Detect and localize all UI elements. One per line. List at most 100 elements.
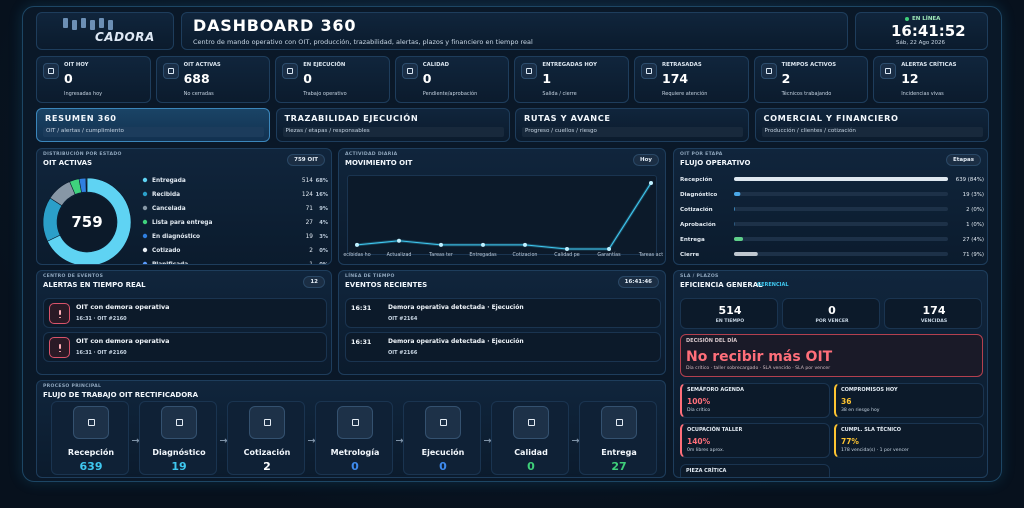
sla-card-value: 77%: [841, 437, 859, 446]
kpi-icon-glyph: [885, 68, 892, 74]
bar: [734, 207, 735, 211]
alert-item: OIT con demora operativa 16:31 · OIT #216…: [43, 332, 327, 362]
legend-dot: [142, 205, 148, 211]
step-name: Metrología: [330, 448, 380, 457]
status-dot: [905, 17, 909, 21]
step-value: 27: [611, 460, 627, 473]
step-value: 19: [171, 460, 187, 473]
x-tick-label: ecibidas ho: [343, 252, 370, 258]
legend-dot: [142, 191, 148, 197]
step-arrow-head: [134, 437, 139, 442]
logo-bar: [90, 20, 95, 30]
step-name: Ejecución: [421, 448, 465, 457]
bar-value: 19 (3%): [963, 192, 984, 198]
legend-label: Entregada: [152, 178, 186, 184]
sla-stat-label: EN TIEMPO: [715, 319, 745, 324]
sla-stat: 174 VENCIDAS: [884, 298, 982, 329]
bar: [734, 252, 758, 256]
decision-box: DECISIÓN DEL DÍA No recibir más OIT Día cr…: [680, 334, 983, 377]
tab-subtitle: Producción / clientes / cotización: [764, 128, 856, 135]
sla-card-label: OCUPACIÓN TALLER: [687, 427, 743, 433]
kpi-note: Pendiente/aprobación: [422, 91, 478, 97]
kpi-note: Requiere atención: [662, 91, 708, 97]
alert-icon: [49, 303, 70, 324]
panel-title: EFICIENCIA GENERAL: [680, 281, 763, 289]
bar-value: 27 (4%): [963, 237, 984, 243]
event-item: 16:31 Demora operativa detectada · Ejecuc…: [345, 298, 661, 328]
legend-share: 0%: [319, 262, 329, 265]
kpi-card: OIT HOY 0 Ingresadas hoy: [36, 56, 151, 103]
donut-center: 759: [71, 213, 102, 231]
bar-value: 2 (0%): [966, 207, 984, 213]
step-value: 639: [79, 460, 103, 473]
sla-card-label: SEMÁFORO AGENDA: [687, 387, 744, 393]
sla-card-label: COMPROMISOS HOY: [841, 387, 898, 393]
tab-subtitle-bar: Piezas / etapas / responsables: [282, 127, 504, 137]
step-icon: [425, 406, 461, 439]
logo-bar: [99, 18, 104, 28]
decision-kicker: DECISIÓN DEL DÍA: [686, 338, 738, 344]
panel-kicker: OIT POR ETAPA: [680, 152, 723, 157]
event-item: 16:31 Demora operativa detectada · Ejecuc…: [345, 332, 661, 362]
chart: Recepción 639 (84%) Diagnóstico 19 (3%) Coti…: [680, 176, 984, 258]
time: 16:41:52: [891, 22, 966, 40]
sla-card: OCUPACIÓN TALLER 140% 0m libres aprox.: [680, 423, 830, 458]
logo-bar: [81, 18, 86, 28]
kpi-value: 0: [64, 71, 73, 86]
tab[interactable]: RUTAS Y AVANCE Progreso / cuellos / riesg…: [515, 108, 749, 142]
tab[interactable]: RESUMEN 360 OIT / alertas / cumplimiento: [36, 108, 270, 142]
step-arrow-head: [486, 437, 491, 442]
kpi-card: OIT ACTIVAS 688 No cerradas: [155, 56, 271, 103]
step-arrow: [308, 440, 314, 441]
panel-kicker: DISTRIBUCIÓN POR ESTADO: [43, 152, 122, 157]
sla-card-note: 178 vencida(s) · 1 por vencer: [841, 448, 909, 453]
process-step: Ejecución 0: [403, 401, 481, 475]
badge: 12: [303, 276, 325, 288]
logo-text: CADORA: [95, 30, 155, 44]
step-value: 2: [263, 460, 271, 473]
tab-subtitle-bar: Producción / clientes / cotización: [761, 127, 983, 137]
x-tick-label: Calidad pe: [554, 252, 580, 258]
step-arrow: [220, 440, 226, 441]
kpi-value: 0: [303, 71, 312, 86]
sla-stat-label: VENCIDAS: [920, 319, 948, 324]
kpi-note: Técnicos trabajando: [781, 91, 832, 97]
chart: ecibidas ho Actualizad Tareas ter Entregada…: [343, 181, 663, 258]
step-name: Recepción: [67, 448, 115, 457]
step-icon: [249, 406, 285, 439]
sla-stat: 514 EN TIEMPO: [680, 298, 778, 329]
bar-label: Recepción: [680, 176, 712, 183]
step-arrow-head: [398, 437, 403, 442]
event-time: 16:31: [351, 338, 372, 346]
process-step: Calidad 0: [491, 401, 569, 475]
tab[interactable]: TRAZABILIDAD EJECUCIÓN Piezas / etapas / …: [275, 108, 510, 142]
step-arrow: [132, 440, 138, 441]
legend-label: Planificada: [152, 262, 188, 265]
alert-title: OIT con demora operativa: [76, 337, 170, 345]
alert-title: OIT con demora operativa: [76, 303, 170, 311]
alert-icon-bar: [59, 344, 61, 349]
kpi-value: 688: [183, 71, 210, 86]
panel-kicker: ACTIVIDAD DIARIA: [345, 152, 398, 157]
kpi-icon-glyph: [287, 68, 294, 74]
sla-card-note: 38 en riesgo hoy: [841, 408, 880, 413]
tab[interactable]: COMERCIAL Y FINANCIERO Producción / clien…: [754, 108, 989, 142]
legend-value: 514: [302, 178, 313, 184]
legend-value: 124: [302, 192, 313, 198]
title-box: DASHBOARD 360 Centro de mando operativo c…: [181, 12, 848, 50]
kpi-label: RETRASADAS: [662, 62, 702, 68]
sla-card: CUMPL. SLA TÉCNICO 77% 178 vencida(s) · 1 …: [834, 423, 984, 458]
alert-icon-dot: [59, 316, 61, 318]
bar-track: [734, 192, 948, 196]
step-icon-glyph: [352, 419, 359, 426]
tab-title: RUTAS Y AVANCE: [524, 113, 611, 123]
kpi-note: Incidencias vivas: [901, 91, 944, 97]
legend-value: 2: [309, 248, 313, 254]
kpi-label: EN EJECUCIÓN: [303, 62, 346, 68]
alert-icon-bar: [59, 310, 61, 315]
legend-label: En diagnóstico: [152, 233, 200, 240]
legend-dot: [142, 261, 148, 264]
step-icon-glyph: [616, 419, 623, 426]
alert-item: OIT con demora operativa 16:31 · OIT #216…: [43, 298, 327, 328]
